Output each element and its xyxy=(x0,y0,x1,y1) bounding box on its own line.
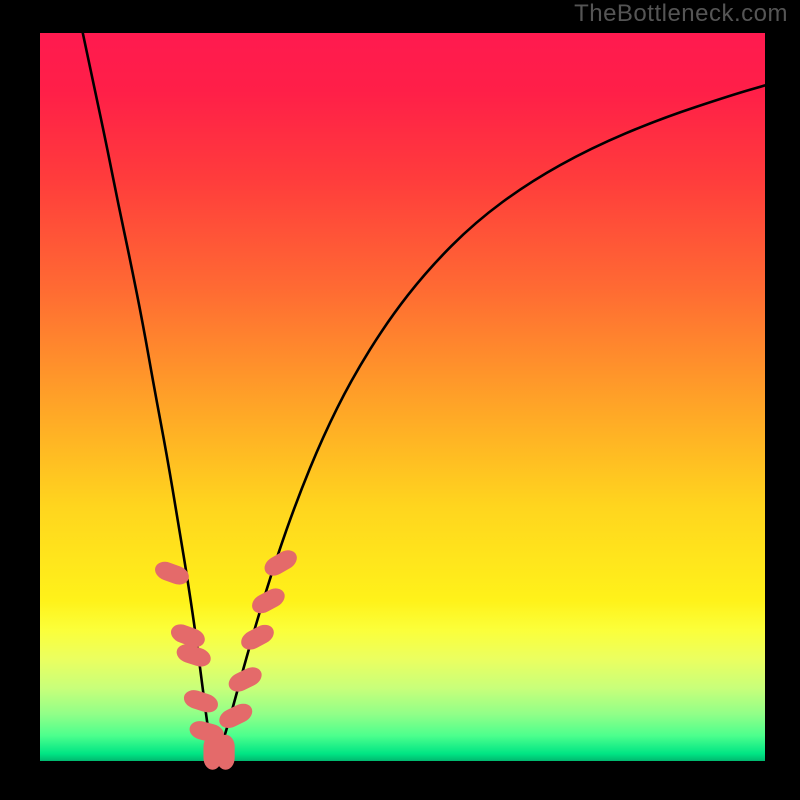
gradient-background xyxy=(40,33,765,761)
bottleneck-chart: TheBottleneck.com xyxy=(0,0,800,800)
chart-svg xyxy=(0,0,800,800)
curve-marker xyxy=(217,735,235,770)
